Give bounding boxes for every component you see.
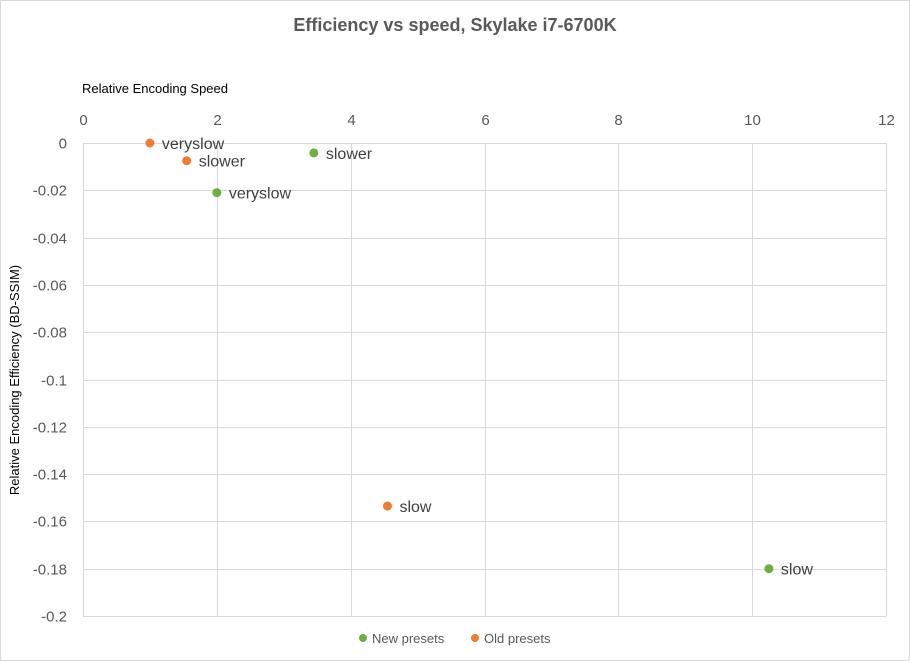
y-tick-label: -0.06: [33, 278, 67, 295]
y-tick-label: -0.1: [41, 373, 67, 390]
y-tick-label: -0.02: [33, 183, 67, 200]
legend-label: New presets: [372, 631, 445, 646]
data-label: slower: [326, 146, 373, 163]
data-point: [182, 156, 192, 166]
data-point: [309, 148, 319, 158]
data-label: slower: [199, 154, 246, 171]
x-tick-label: 10: [744, 112, 761, 129]
x-tick-label: 12: [878, 112, 895, 129]
data-label: slow: [399, 499, 431, 516]
x-tick-label: 8: [614, 112, 622, 129]
data-point: [145, 138, 155, 148]
y-tick-label: -0.08: [33, 325, 67, 342]
y-tick-label: 0: [59, 136, 67, 153]
x-tick-label: 0: [79, 112, 87, 129]
data-label: slow: [781, 562, 813, 579]
x-tick-label: 4: [347, 112, 355, 129]
y-tick-label: -0.16: [33, 514, 67, 531]
y-tick-label: -0.18: [33, 562, 67, 579]
legend-marker: [359, 634, 367, 642]
data-point: [764, 564, 774, 574]
legend-label: Old presets: [484, 631, 551, 646]
gridlines: [83, 143, 887, 617]
x-axis-title: Relative Encoding Speed: [82, 81, 228, 96]
tick-labels: 0 2 4 6 8 10 12 0 -0.02 -0.04 -0.06 -0.08 -0.1 -0.12 -…: [33, 112, 895, 626]
x-tick-label: 6: [481, 112, 489, 129]
legend-marker: [471, 634, 479, 642]
y-tick-label: -0.12: [33, 420, 67, 437]
data-label: veryslow: [229, 186, 292, 203]
legend: New presets Old presets: [359, 631, 551, 646]
y-tick-label: -0.04: [33, 231, 67, 248]
data-point: [212, 188, 222, 198]
data-label: veryslow: [162, 136, 225, 153]
chart-title: Efficiency vs speed, Skylake i7-6700K: [293, 15, 616, 35]
x-tick-label: 2: [213, 112, 221, 129]
data-point: [382, 501, 392, 511]
y-tick-label: -0.2: [41, 609, 67, 626]
y-axis-title: Relative Encoding Efficiency (BD-SSIM): [7, 265, 22, 495]
y-tick-label: -0.14: [33, 467, 67, 484]
